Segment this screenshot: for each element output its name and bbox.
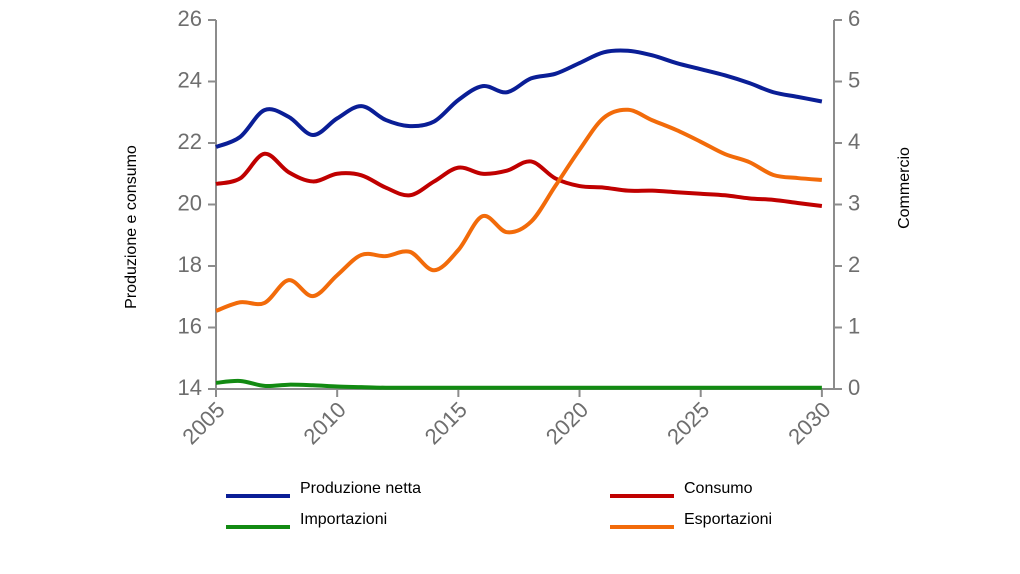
x-tick-label: 2005	[177, 397, 229, 449]
y2-tick-label: 5	[848, 67, 860, 92]
y-tick-label: 18	[178, 252, 202, 277]
y2-tick-label: 6	[848, 6, 860, 31]
y2-tick-label: 4	[848, 129, 860, 154]
series-line	[215, 151, 823, 209]
y-tick-label: 24	[178, 67, 202, 92]
y2-tick-label: 3	[848, 190, 860, 215]
y-tick-label: 16	[178, 313, 202, 338]
y-tick-label: 22	[178, 129, 202, 154]
x-tick-label: 2020	[541, 397, 593, 449]
legend-label: Consumo	[684, 480, 753, 497]
series-line	[215, 107, 823, 313]
y2-tick-label: 0	[848, 375, 860, 400]
x-tick-label: 2030	[783, 397, 835, 449]
y2-axis-title: Commercio	[896, 147, 913, 229]
x-tick-label: 2025	[662, 397, 714, 449]
x-tick-label: 2015	[420, 397, 472, 449]
legend-label: Produzione netta	[300, 480, 421, 497]
legend-label: Esportazioni	[684, 511, 772, 528]
y-tick-label: 20	[178, 190, 202, 215]
y-axis-title: Produzione e consumo	[123, 145, 140, 309]
y-tick-label: 14	[178, 375, 202, 400]
series-line	[215, 48, 823, 149]
x-tick-label: 2010	[299, 397, 351, 449]
y2-tick-label: 2	[848, 252, 860, 277]
legend-label: Importazioni	[300, 511, 387, 528]
series-line	[215, 378, 822, 390]
y-tick-label: 26	[178, 6, 202, 31]
y2-tick-label: 1	[848, 313, 860, 338]
